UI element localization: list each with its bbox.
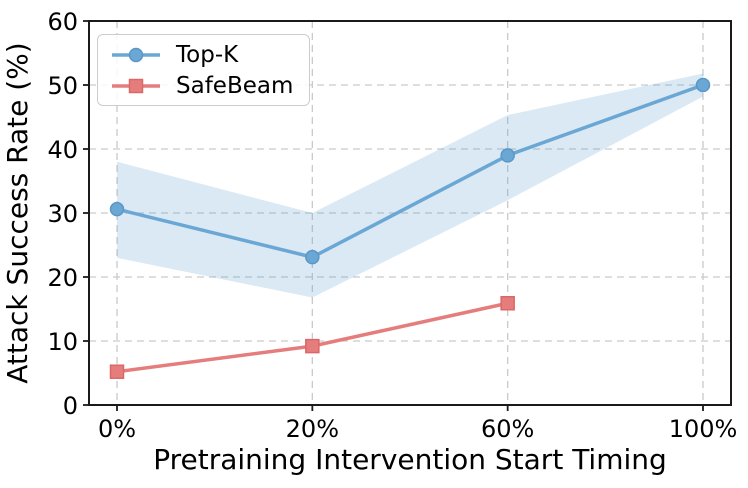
safebeam-marker [500, 295, 515, 311]
top-k-line [115, 83, 705, 259]
safebeam-marker [305, 338, 320, 354]
legend-label: Top-K [176, 41, 239, 68]
y-tick-label: 10 [47, 328, 78, 356]
y-tick-label: 30 [47, 200, 78, 228]
safebeam-marker [109, 364, 125, 379]
data-series [109, 77, 711, 379]
y-tick-label: 20 [47, 264, 78, 292]
axis-ticks [83, 20, 704, 411]
top-k-marker [305, 249, 320, 265]
confidence-bands [117, 73, 703, 298]
y-tick-label: 60 [47, 8, 78, 36]
legend-label: SafeBeam [176, 72, 294, 99]
top-k-confidence-band [117, 73, 703, 298]
y-tick-label: 50 [47, 72, 78, 100]
x-axis-label: Pretraining Intervention Start Timing [153, 443, 667, 476]
tick-labels: 0 10 20 30 40 50 60 0% 20% 60% 100% [47, 8, 737, 443]
top-k-marker [695, 77, 711, 93]
y-axis-label: Attack Success Rate (%) [1, 42, 34, 383]
x-tick-label: 0% [98, 415, 136, 443]
x-tick-label: 100% [669, 415, 738, 443]
x-tick-label: 20% [286, 415, 339, 443]
top-k-legend-marker-icon [128, 47, 144, 62]
safebeam-legend-marker-icon [128, 78, 144, 93]
top-k-marker [500, 148, 515, 163]
legend: Top-K SafeBeam [97, 34, 311, 106]
legend-item-safebeam: SafeBeam [110, 71, 293, 100]
y-tick-label: 40 [47, 136, 78, 164]
top-k-marker [109, 201, 125, 217]
top-k-legend-swatch [112, 47, 160, 62]
legend-item-top-k: Top-K [110, 40, 293, 69]
safebeam-legend-swatch [112, 78, 160, 93]
y-tick-label: 0 [63, 392, 78, 420]
x-tick-label: 60% [481, 415, 534, 443]
